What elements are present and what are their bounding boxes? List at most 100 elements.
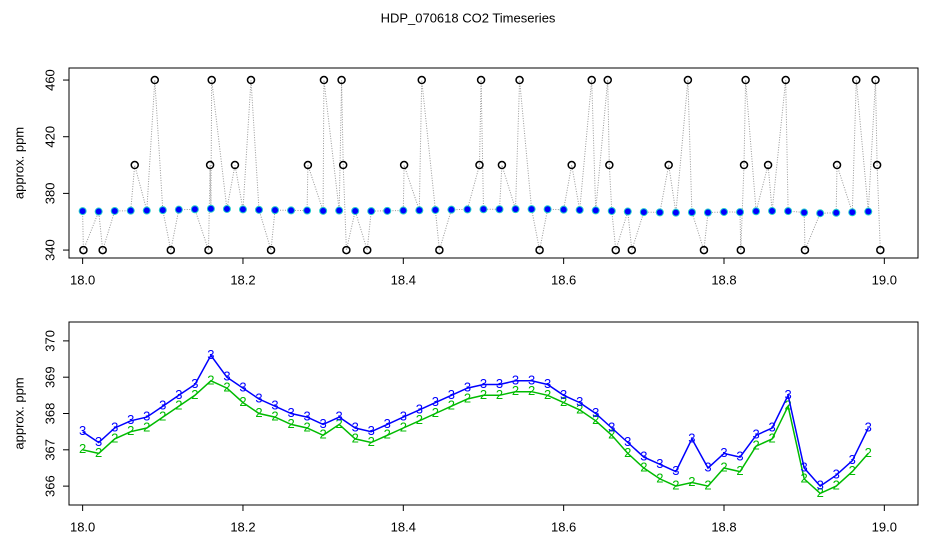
x-tick-label: 18.8 — [711, 272, 736, 287]
data-label: 2 — [480, 387, 487, 402]
data-label: 3 — [480, 376, 487, 391]
data-point — [687, 208, 696, 217]
outlier-point — [611, 245, 621, 255]
x-tick-label: 18.4 — [391, 519, 416, 534]
data-label: 2 — [400, 419, 407, 434]
x-tick-label: 18.0 — [70, 519, 95, 534]
data-label: 2 — [303, 419, 310, 434]
data-point — [399, 206, 408, 215]
x-tick-label: 18.6 — [551, 519, 576, 534]
data-label: 3 — [143, 409, 150, 424]
data-point — [495, 205, 504, 214]
data-label: 3 — [303, 409, 310, 424]
data-label: 2 — [336, 416, 343, 431]
data-label: 3 — [223, 369, 230, 384]
data-label: 3 — [384, 416, 391, 431]
data-label: 3 — [496, 376, 503, 391]
outlier-point — [497, 160, 507, 170]
data-label: 3 — [576, 394, 583, 409]
data-point — [848, 208, 857, 217]
x-tick-label: 18.6 — [551, 272, 576, 287]
data-point — [238, 205, 247, 214]
outlier-point — [303, 160, 313, 170]
data-point — [142, 206, 151, 215]
data-label: 3 — [768, 419, 775, 434]
x-tick-label: 19.0 — [872, 272, 897, 287]
data-label: 3 — [368, 423, 375, 438]
data-point — [719, 207, 728, 216]
data-label: 2 — [448, 398, 455, 413]
data-label: 2 — [640, 459, 647, 474]
data-label: 2 — [127, 423, 134, 438]
data-label: 3 — [528, 372, 535, 387]
outlier-point — [475, 160, 484, 170]
data-point — [335, 206, 344, 215]
data-point — [816, 209, 825, 218]
outlier-point — [763, 160, 773, 170]
data-label: 2 — [688, 474, 695, 489]
data-label: 2 — [736, 463, 743, 478]
data-point — [784, 207, 793, 216]
outlier-point — [166, 245, 176, 255]
outlier-point — [476, 75, 486, 85]
data-label: 3 — [464, 380, 471, 395]
data-label: 3 — [320, 416, 327, 431]
data-label: 2 — [496, 387, 503, 402]
data-label: 3 — [400, 409, 407, 424]
data-point — [463, 205, 472, 214]
data-label: 3 — [79, 423, 86, 438]
data-label: 2 — [849, 463, 856, 478]
data-point — [367, 207, 376, 216]
data-label: 3 — [688, 430, 695, 445]
y-tick-label: 340 — [42, 239, 57, 261]
data-label: 3 — [752, 427, 759, 442]
outlier-point — [699, 245, 709, 255]
y-tick-label: 420 — [42, 126, 57, 148]
outlier-point — [342, 245, 351, 255]
data-label: 3 — [159, 398, 166, 413]
data-label: 2 — [720, 459, 727, 474]
data-point — [607, 206, 616, 215]
plot-frame — [68, 321, 919, 506]
data-label: 3 — [287, 405, 294, 420]
data-point — [174, 205, 183, 214]
outlier-point — [603, 75, 612, 85]
outlier-point — [871, 75, 880, 85]
data-label: 3 — [624, 434, 631, 449]
outlier-point — [587, 75, 596, 85]
y-tick-label: 368 — [42, 403, 57, 425]
data-point — [158, 206, 167, 215]
data-label: 2 — [111, 430, 118, 445]
outlier-point — [435, 245, 444, 255]
outlier-point — [266, 245, 276, 255]
data-label: 3 — [271, 398, 278, 413]
data-label: 3 — [608, 419, 615, 434]
data-label: 2 — [143, 419, 150, 434]
data-label: 3 — [255, 390, 262, 405]
outlier-point — [567, 160, 576, 170]
outlier-point — [605, 160, 614, 170]
outlier-point — [246, 75, 256, 85]
outlier-point — [872, 160, 882, 170]
data-label: 3 — [592, 405, 599, 420]
data-point — [639, 208, 648, 217]
data-label: 2 — [592, 412, 599, 427]
outlier-point — [204, 245, 213, 255]
data-point — [832, 208, 841, 217]
data-label: 3 — [95, 434, 102, 449]
outlier-point — [683, 75, 693, 85]
data-label: 3 — [672, 463, 679, 478]
data-point — [479, 205, 488, 214]
data-point — [271, 206, 280, 215]
outlier-point — [337, 75, 346, 85]
series-line — [82, 354, 869, 488]
data-point — [222, 204, 231, 213]
data-label: 3 — [736, 449, 743, 464]
data-label: 3 — [817, 478, 824, 493]
data-point — [255, 205, 264, 214]
data-label: 2 — [384, 427, 391, 442]
data-label: 2 — [865, 445, 872, 460]
data-point — [190, 205, 199, 214]
data-label: 2 — [672, 478, 679, 493]
data-label: 2 — [608, 427, 615, 442]
